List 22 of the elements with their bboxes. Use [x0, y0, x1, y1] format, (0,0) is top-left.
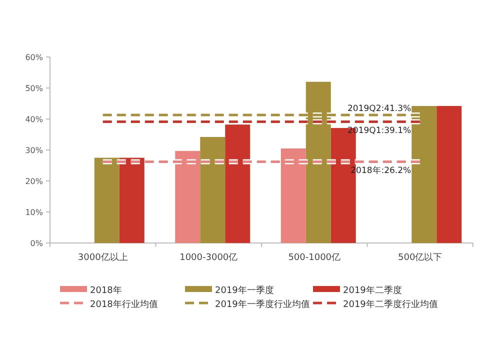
legend-label: 2018年行业均值	[90, 299, 158, 310]
y-tick-label: 10%	[25, 208, 44, 217]
x-tick-label: 500亿以下	[398, 252, 442, 263]
y-tick-label: 40%	[25, 115, 44, 124]
bar	[94, 158, 120, 243]
y-tick-label: 20%	[25, 177, 44, 186]
legend-label: 2019年二季度	[343, 285, 402, 296]
bar	[436, 106, 462, 243]
bar	[119, 158, 144, 243]
y-tick-label: 60%	[25, 53, 44, 62]
annotation: 2019Q2:41.3%	[348, 104, 412, 114]
y-tick-label: 30%	[25, 146, 44, 155]
x-tick-label: 500-1000亿	[288, 252, 341, 263]
bar	[200, 136, 226, 243]
legend-label: 2019年一季度	[215, 285, 274, 296]
x-tick-label: 3000亿以上	[78, 252, 128, 263]
legend-label: 2019年二季度行业均值	[343, 299, 438, 310]
legend-label: 2019年一季度行业均值	[215, 299, 310, 310]
x-tick-label: 1000-3000亿	[180, 252, 238, 263]
y-tick-label: 50%	[25, 84, 44, 93]
y-tick-label: 0%	[30, 239, 44, 248]
legend-label: 2018年	[90, 285, 122, 296]
